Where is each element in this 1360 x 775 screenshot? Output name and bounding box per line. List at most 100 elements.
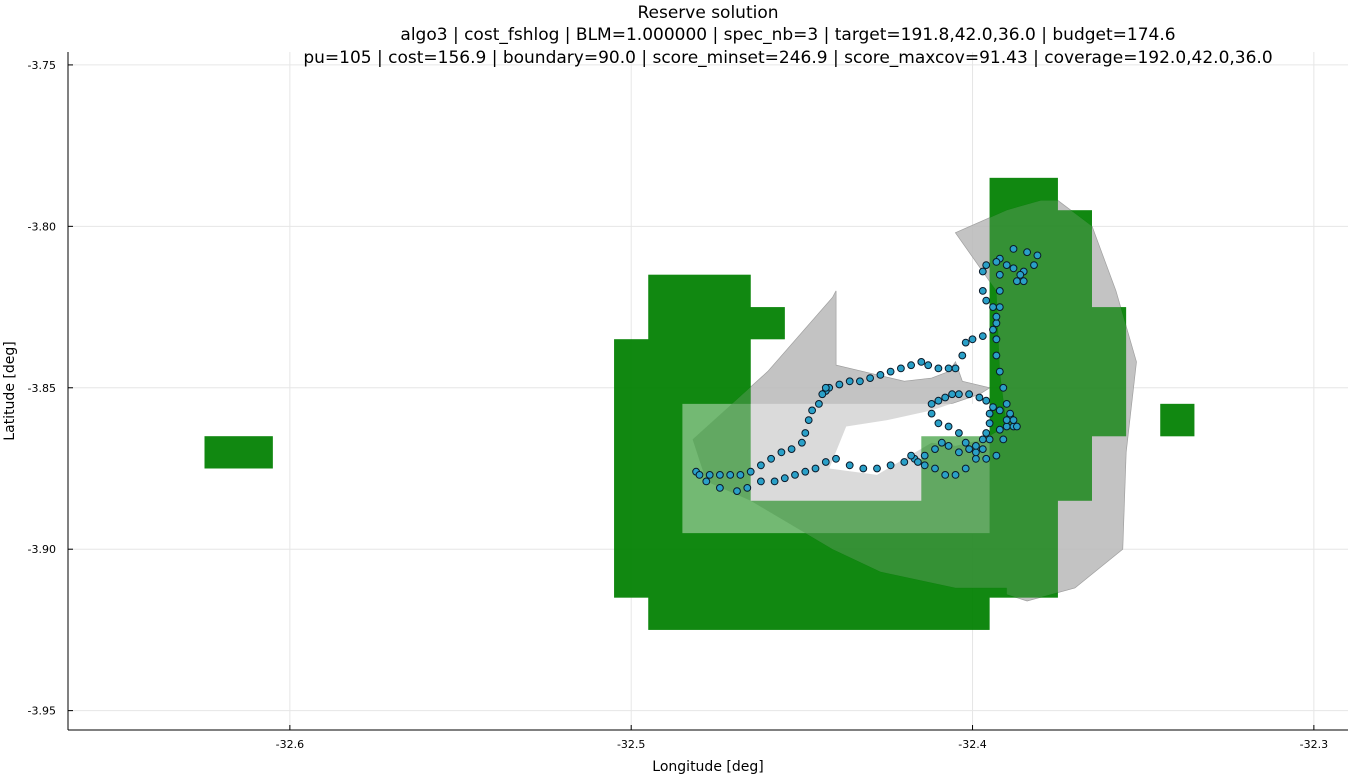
occurrence-point: [736, 471, 745, 479]
axes: [67, 52, 1348, 731]
occurrence-point: [787, 445, 796, 454]
occurrence-point: [1009, 416, 1018, 425]
occurrence-point: [989, 403, 997, 412]
occurrence-point: [995, 303, 1004, 312]
occurrence-point: [1033, 251, 1042, 260]
occurrence-point: [958, 351, 967, 360]
y-tick-label: -3.85: [28, 382, 56, 395]
chart-subtitle-line2: pu=105 | cost=156.9 | boundary=90.0 | sc…: [303, 48, 1272, 68]
x-tick-label: -32.3: [1300, 738, 1328, 751]
occurrence-point: [944, 442, 953, 450]
occurrence-point: [821, 458, 830, 466]
occurrence-point: [917, 358, 926, 366]
occurrence-point: [965, 445, 973, 454]
occurrence-point: [992, 335, 1001, 344]
occurrence-point: [757, 477, 765, 486]
occurrence-point: [886, 367, 895, 376]
x-tick-label: -32.6: [276, 738, 304, 751]
occurrence-point: [1013, 422, 1021, 431]
occurrence-point: [886, 461, 895, 470]
occurrence-point: [944, 364, 953, 373]
occurrence-point: [798, 438, 806, 447]
occurrence-point: [995, 367, 1004, 376]
occurrence-point: [934, 396, 943, 405]
occurrence-point: [873, 464, 881, 473]
occurrence-point: [900, 458, 909, 466]
occurrence-point: [801, 467, 810, 476]
occurrence-point: [995, 425, 1004, 434]
occurrence-point: [961, 338, 970, 347]
occurrence-point: [972, 442, 980, 450]
occurrence-point: [982, 261, 991, 270]
occurrence-point: [716, 471, 724, 479]
occurrence-point: [791, 471, 799, 479]
occurrence-point: [978, 445, 987, 454]
chart-subtitle-line1: algo3 | cost_fshlog | BLM=1.000000 | spe…: [400, 25, 1175, 45]
occurrence-point: [961, 464, 970, 473]
occurrence-point: [1009, 264, 1018, 273]
occurrence-point: [951, 364, 960, 373]
occurrence-point: [1002, 416, 1011, 425]
y-tick-label: -3.75: [28, 59, 56, 72]
occurrence-point: [845, 377, 854, 386]
occurrence-point: [821, 383, 830, 392]
occurrence-point: [948, 390, 956, 399]
occurrence-point: [832, 454, 840, 463]
occurrence-point: [934, 419, 943, 428]
occurrence-point: [856, 377, 864, 386]
occurrence-point: [989, 303, 997, 312]
occurrence-point: [726, 471, 735, 479]
occurrence-point: [999, 383, 1008, 392]
occurrence-point: [955, 429, 963, 437]
occurrence-point: [914, 458, 922, 466]
y-tick-label: -3.90: [28, 543, 56, 556]
occurrence-point: [982, 429, 991, 437]
occurrence-point: [931, 445, 939, 454]
occurrence-point: [995, 406, 1004, 415]
occurrence-point: [702, 477, 711, 486]
occurrence-point: [965, 390, 973, 399]
occurrence-point: [972, 448, 980, 457]
occurrence-point: [924, 361, 933, 370]
occurrence-point: [835, 380, 844, 389]
occurrence-point: [978, 435, 987, 444]
occurrence-point: [985, 419, 994, 428]
occurrence-point: [770, 477, 779, 486]
occurrence-point: [907, 451, 915, 460]
occurrence-point: [801, 429, 810, 437]
y-ticks: -3.75 -3.80 -3.85 -3.90 -3.95: [28, 59, 73, 718]
occurrence-point: [777, 448, 786, 457]
occurrence-point: [920, 451, 929, 460]
occurrence-point: [1002, 400, 1011, 408]
occurrence-point: [978, 332, 987, 341]
occurrence-point: [1030, 261, 1038, 270]
occurrence-point: [811, 464, 820, 473]
occurrence-point: [757, 461, 765, 470]
occurrence-point: [978, 267, 987, 276]
occurrence-point: [815, 400, 823, 408]
occurrence-point: [978, 287, 987, 295]
occurrence-point: [876, 371, 885, 379]
y-tick-label: -3.80: [28, 220, 56, 233]
occurrence-point: [992, 351, 1001, 360]
occurrence-point: [705, 471, 714, 479]
occurrence-point: [716, 484, 724, 492]
x-tick-label: -32.4: [958, 738, 986, 751]
occurrence-point: [992, 312, 1001, 321]
occurrence-point: [941, 393, 950, 402]
occurrence-point: [992, 319, 1001, 328]
occurrence-point: [985, 435, 994, 444]
occurrence-point: [808, 406, 816, 415]
occurrence-point: [937, 438, 946, 447]
occurrence-point: [934, 364, 943, 373]
occurrence-point: [927, 409, 936, 418]
occurrence-point: [859, 464, 868, 473]
occurrence-point: [968, 335, 977, 344]
x-axis-label: Longitude [deg]: [652, 759, 763, 775]
occurrence-point: [927, 400, 936, 408]
occurrence-point: [1006, 409, 1014, 418]
occurrence-point: [1016, 270, 1025, 279]
reserve-planning-unit-overlay: [204, 436, 273, 469]
occurrence-point: [804, 416, 813, 425]
occurrence-point: [955, 390, 963, 399]
